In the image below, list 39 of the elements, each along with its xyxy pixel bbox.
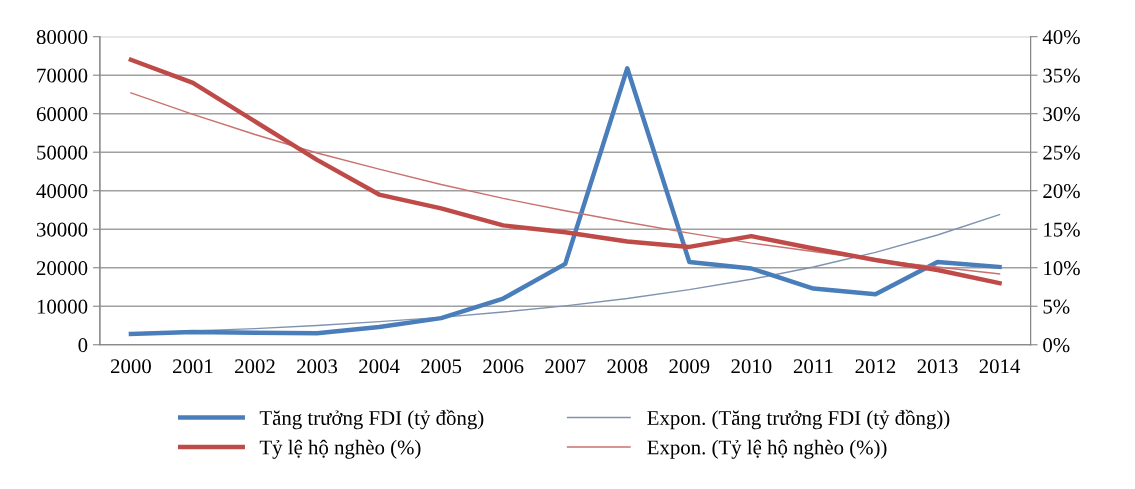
y-tick-label: 80000 [36,30,88,45]
legend-label: Tỷ lệ hộ nghèo (%) [259,439,421,459]
x-tick-label: 2007 [545,359,586,374]
legend-label: Expon. (Tỷ lệ hộ nghèo (%)) [647,439,887,459]
y-tick-label: 10000 [37,299,88,314]
y-tick-label: 70000 [37,68,88,83]
x-tick-label: 2009 [669,359,710,374]
x-tick-label: 2012 [855,359,896,374]
x-tick-label: 2014 [979,359,1021,374]
y2-tick-label: 35% [1043,68,1080,83]
line-series [128,57,1002,286]
y2-tick-label: 20% [1043,184,1080,199]
y-tick-label: 30000 [36,222,88,237]
line-series [128,66,1002,337]
x-tick-label: 2004 [359,359,400,374]
x-tick-label: 2000 [110,359,151,374]
x-tick-label: 2003 [297,359,338,374]
y-tick-label: 50000 [37,145,88,160]
y-tick-label: 0 [78,338,88,353]
y2-tick-label: 40% [1042,30,1080,45]
x-tick-label: 2001 [173,359,213,374]
x-tick-label: 2011 [793,359,833,374]
x-tick-label: 2010 [731,359,772,374]
y2-tick-label: 0% [1043,338,1070,353]
y-tick-label: 20000 [36,261,88,276]
x-tick-label: 2008 [607,359,648,374]
legend-label: Expon. (Tăng trưởng FDI (tỷ đồng)) [647,409,950,430]
y2-tick-label: 5% [1043,299,1070,314]
y2-tick-label: 10% [1044,261,1080,276]
y2-tick-label: 15% [1044,222,1080,237]
x-tick-label: 2013 [917,359,958,374]
x-tick-label: 2006 [483,359,524,374]
legend-label: Tăng trưởng FDI (tỷ đồng) [259,409,484,430]
x-tick-label: 2005 [421,359,462,374]
x-tick-label: 2002 [235,359,275,374]
y-tick-label: 60000 [36,107,88,122]
y2-tick-label: 30% [1043,107,1080,122]
y-tick-label: 40000 [36,184,88,199]
y2-tick-label: 25% [1043,145,1080,160]
